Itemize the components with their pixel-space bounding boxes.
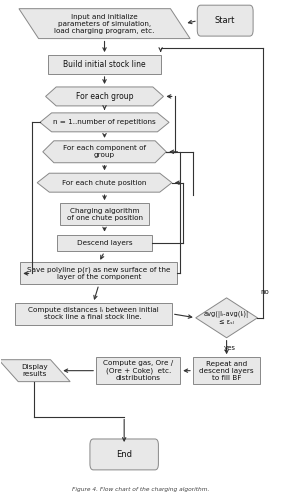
Polygon shape [0, 360, 70, 382]
Text: For each group: For each group [76, 92, 133, 101]
Polygon shape [19, 8, 190, 38]
Text: Input and initialize
parameters of simulation,
load charging program, etc.: Input and initialize parameters of simul… [54, 14, 155, 34]
Text: Compute distances lᵢ between initial
stock line a final stock line.: Compute distances lᵢ between initial sto… [28, 308, 159, 320]
Bar [15, 303, 172, 325]
Polygon shape [37, 173, 172, 192]
Text: Display
results: Display results [21, 364, 48, 377]
Text: Build initial stock line: Build initial stock line [63, 60, 146, 69]
Text: n = 1..number of repetitions: n = 1..number of repetitions [53, 120, 156, 126]
Text: Compute gas, Ore /
(Ore + Coke)  etc.
distributions: Compute gas, Ore / (Ore + Coke) etc. dis… [103, 360, 173, 381]
Text: Save polyline p(r) as new surface of the
layer of the component: Save polyline p(r) as new surface of the… [27, 266, 171, 280]
FancyBboxPatch shape [197, 5, 253, 36]
Text: Repeat and
descend layers
to fill BF: Repeat and descend layers to fill BF [199, 360, 254, 380]
Text: yes: yes [223, 345, 235, 351]
Text: For each chute position: For each chute position [62, 180, 147, 186]
Polygon shape [196, 298, 257, 338]
Text: Start: Start [215, 16, 235, 25]
Bar [57, 234, 152, 252]
Polygon shape [46, 87, 164, 106]
Bar [20, 262, 177, 284]
Bar [193, 357, 260, 384]
Bar [60, 203, 149, 225]
Text: For each component of
group: For each component of group [63, 146, 146, 158]
FancyBboxPatch shape [90, 439, 158, 470]
Text: End: End [116, 450, 132, 459]
Polygon shape [43, 141, 166, 163]
Text: Descend layers: Descend layers [77, 240, 132, 246]
Text: no: no [260, 290, 269, 296]
Bar [96, 357, 180, 384]
Text: Charging algorithm
of one chute position: Charging algorithm of one chute position [67, 208, 142, 220]
Polygon shape [40, 113, 169, 132]
Bar [49, 55, 161, 74]
Text: Figure 4. Flow chart of the charging algorithm.: Figure 4. Flow chart of the charging alg… [72, 487, 210, 492]
Text: avg(|lᵢ-avg(lᵢ)|
≤ εₛₗ: avg(|lᵢ-avg(lᵢ)| ≤ εₛₗ [204, 311, 249, 325]
